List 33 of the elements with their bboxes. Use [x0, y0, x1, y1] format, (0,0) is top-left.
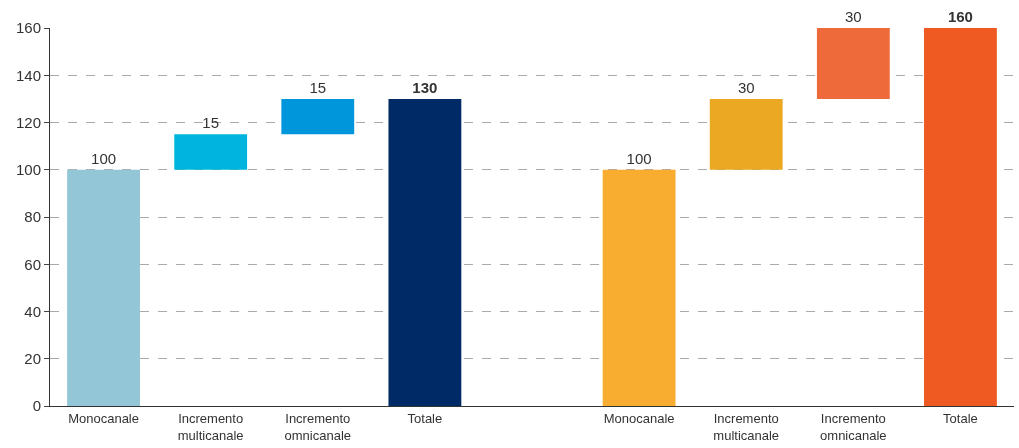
data-label: 15 — [309, 78, 327, 96]
data-label: 160 — [947, 8, 973, 25]
y-tick-label: 60 — [24, 255, 41, 273]
x-tick-label: Incremento multicanale — [713, 410, 780, 443]
bar — [388, 98, 462, 406]
data-label: 130 — [412, 78, 438, 96]
y-tick-label: 100 — [15, 161, 41, 178]
bar — [602, 169, 676, 406]
x-tick-label: Monocanale — [603, 410, 675, 426]
y-tick-label: 0 — [32, 397, 41, 415]
x-tick-label: Incremento omnicanale — [820, 410, 887, 443]
data-label: 30 — [737, 78, 755, 96]
bar — [281, 98, 355, 135]
y-tick-label: 20 — [24, 350, 41, 367]
x-tick-label: Totale — [943, 410, 978, 426]
y-tick-label: 140 — [15, 66, 41, 84]
data-label: 100 — [91, 149, 117, 167]
y-tick-label: 40 — [24, 302, 41, 320]
data-label: 15 — [202, 114, 220, 132]
x-tick-label: Totale — [407, 410, 443, 426]
x-tick-label: Incremento multicanale — [177, 410, 244, 443]
bar — [816, 28, 890, 99]
data-label: 100 — [626, 149, 652, 167]
bar — [174, 134, 248, 170]
data-label: 30 — [844, 8, 862, 25]
bar — [924, 28, 997, 406]
x-tick-label: Monocanale — [68, 410, 139, 426]
x-tick-label: Incremento omnicanale — [284, 410, 352, 443]
bar — [67, 169, 140, 406]
bar — [709, 98, 783, 170]
y-tick-label: 160 — [15, 19, 41, 37]
y-tick-label: 120 — [15, 113, 41, 131]
y-tick-label: 80 — [24, 208, 41, 226]
